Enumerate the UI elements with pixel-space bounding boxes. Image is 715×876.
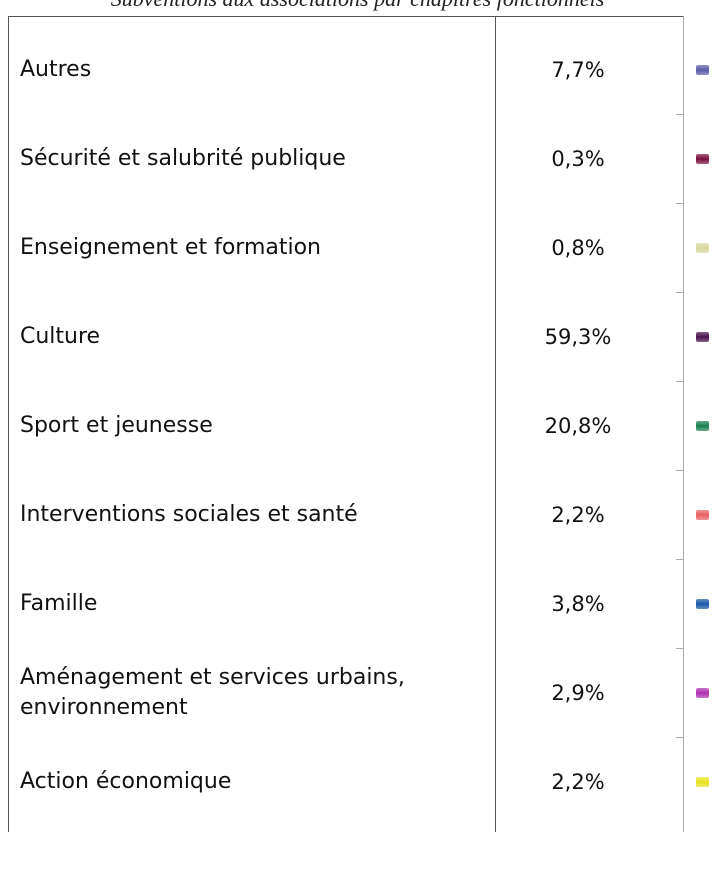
row-value: 2,9% [551, 681, 605, 705]
table-left-border [8, 16, 9, 832]
row-value: 0,8% [551, 236, 605, 260]
row-tick [676, 737, 684, 738]
legend-swatch [696, 421, 709, 431]
row-label: Famille [20, 591, 98, 616]
row-value: 20,8% [544, 414, 612, 438]
row-value: 2,2% [551, 770, 605, 794]
table-right-border [683, 16, 684, 832]
row-tick [676, 203, 684, 204]
legend-swatch [696, 154, 709, 164]
row-value: 59,3% [544, 325, 612, 349]
row-label: Sport et jeunesse [20, 413, 213, 438]
legend-swatch [696, 243, 709, 253]
row-tick [676, 648, 684, 649]
row-tick [676, 114, 684, 115]
row-label: Sécurité et salubrité publique [20, 146, 346, 171]
legend-swatch [696, 510, 709, 520]
row-tick [676, 559, 684, 560]
row-value: 2,2% [551, 503, 605, 527]
row-value: 7,7% [551, 58, 605, 82]
row-tick [676, 381, 684, 382]
legend-swatch [696, 688, 709, 698]
row-label: Aménagement et services urbains, environ… [20, 665, 405, 720]
row-label: Enseignement et formation [20, 235, 321, 260]
column-divider [495, 16, 496, 832]
legend-swatch [696, 332, 709, 342]
row-value: 0,3% [551, 147, 605, 171]
row-value: 3,8% [551, 592, 605, 616]
table-top-border [8, 16, 684, 17]
row-label: Culture [20, 324, 101, 349]
row-label: Autres [20, 57, 92, 82]
legend-swatch [696, 65, 709, 75]
title: Subventions aux associations par chapitr… [0, 0, 715, 12]
row-tick [676, 470, 684, 471]
row-label: Action économique [20, 769, 232, 794]
row-tick [676, 292, 684, 293]
legend-swatch [696, 777, 709, 787]
row-label: Interventions sociales et santé [20, 502, 358, 527]
legend-swatch [696, 599, 709, 609]
